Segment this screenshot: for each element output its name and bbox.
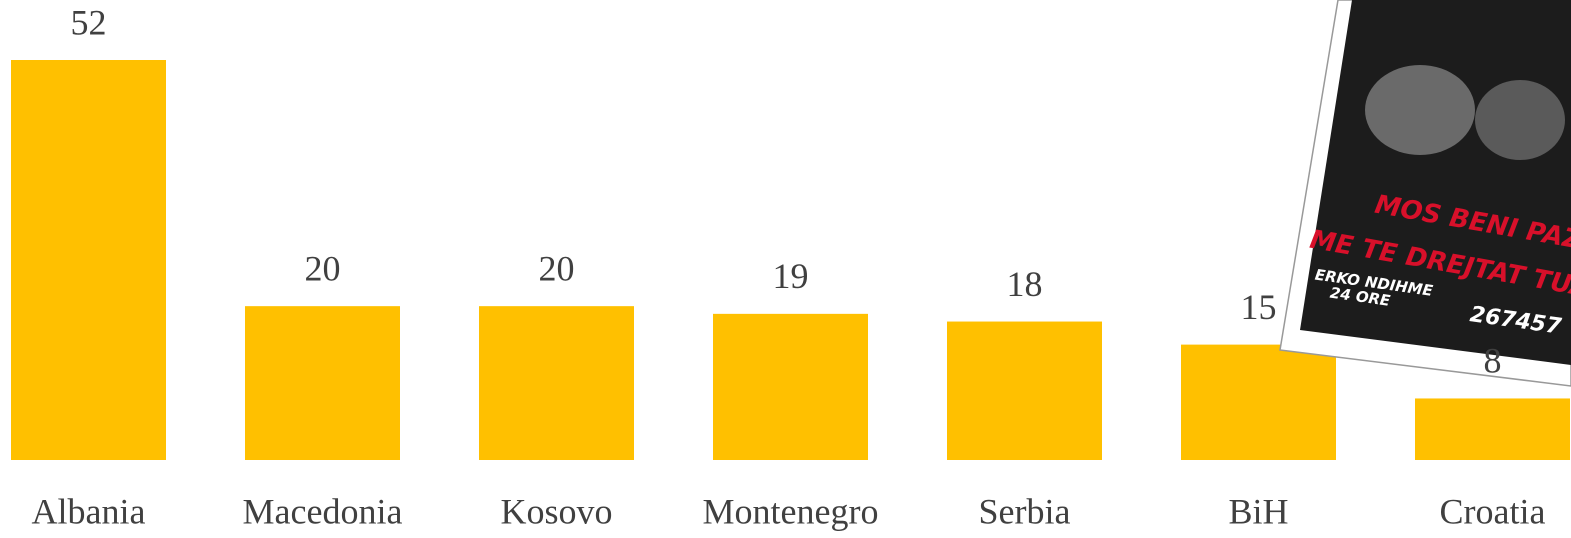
value-label: 19	[773, 256, 809, 296]
x-tick-label: Serbia	[979, 491, 1071, 531]
bar	[245, 306, 400, 460]
value-label: 20	[539, 248, 575, 288]
bar	[947, 321, 1102, 460]
bar	[1415, 398, 1570, 460]
x-tick-label: BiH	[1228, 491, 1288, 531]
bar	[11, 60, 166, 460]
photo: MOS BENI PAZA ME TE DREJTAT TUA ERKO NDI…	[1279, 0, 1571, 387]
x-tick-label: Croatia	[1440, 491, 1546, 531]
photo-shape	[1365, 65, 1475, 155]
value-label: 8	[1484, 341, 1502, 381]
x-tick-label: Macedonia	[243, 491, 403, 531]
value-label: 18	[1007, 264, 1043, 304]
photo-shape	[1475, 80, 1565, 160]
value-label: 20	[305, 248, 341, 288]
x-tick-label: Albania	[32, 491, 146, 531]
bar	[479, 306, 634, 460]
value-label: 15	[1241, 287, 1277, 327]
labels: 52 Albania 20 Macedonia 20 Kosovo 19 Montenegro…	[32, 2, 1546, 531]
bar	[1181, 344, 1336, 460]
bar	[713, 313, 868, 460]
x-tick-label: Montenegro	[703, 491, 879, 531]
bars	[11, 60, 1570, 460]
x-tick-label: Kosovo	[500, 491, 612, 531]
value-label: 52	[71, 2, 107, 42]
